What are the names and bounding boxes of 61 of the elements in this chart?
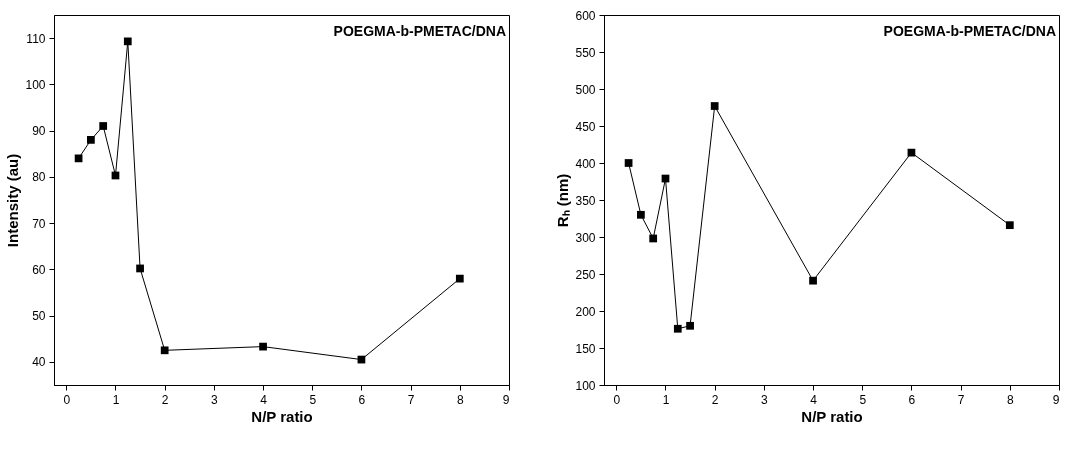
x-tick-label: 8 <box>1006 392 1014 407</box>
x-tick-label: 0 <box>63 392 71 407</box>
y-tick-label: 150 <box>575 341 596 356</box>
x-tick-label: 0 <box>613 392 621 407</box>
y-axis-title: Intensity (au) <box>4 153 22 248</box>
point <box>259 342 267 351</box>
x-tick-label: 9 <box>502 392 510 407</box>
x-tick-label: 3 <box>211 392 219 407</box>
x-tick-label: 4 <box>260 392 268 407</box>
point <box>455 274 464 283</box>
point <box>1005 221 1014 230</box>
annotation: POEGMA-b-PMETAC/DNA <box>883 23 1056 39</box>
y-tick-label: 350 <box>575 193 596 208</box>
y-tick-label: 50 <box>32 309 46 324</box>
x-tick-label: 1 <box>112 392 120 407</box>
y-tick-label: 300 <box>575 230 596 245</box>
point <box>637 210 645 219</box>
x-tick-label: 2 <box>161 392 169 407</box>
point <box>99 122 108 130</box>
point <box>686 321 694 330</box>
x-tick-label: 4 <box>810 392 818 407</box>
y-axis-title: Rₕ (nm) <box>554 173 572 228</box>
point <box>123 37 132 46</box>
y-tick-label: 90 <box>32 124 46 139</box>
y-tick-label: 100 <box>575 378 596 393</box>
y-tick-label: 500 <box>575 82 596 97</box>
x-tick-label: 2 <box>711 392 719 407</box>
x-axis-title: N/P ratio <box>801 407 863 425</box>
y-tick-label: 60 <box>32 262 46 277</box>
point <box>136 264 144 273</box>
y-tick-label: 550 <box>575 45 596 60</box>
y-tick-label: 100 <box>25 77 46 92</box>
y-tick-label: 40 <box>32 355 46 370</box>
y-tick-label: 600 <box>575 8 596 23</box>
point <box>160 346 169 355</box>
x-tick-label: 6 <box>358 392 366 407</box>
x-tick-label: 5 <box>309 392 317 407</box>
y-tick-label: 200 <box>575 304 596 319</box>
annotation: POEGMA-b-PMETAC/DNA <box>333 23 506 39</box>
point <box>710 102 719 110</box>
x-tick-label: 7 <box>957 392 965 407</box>
point <box>809 276 817 285</box>
point <box>673 324 682 333</box>
y-tick-label: 110 <box>26 31 46 46</box>
point <box>624 159 633 167</box>
x-tick-label: 3 <box>761 392 769 407</box>
x-axis-title: N/P ratio <box>251 407 313 425</box>
y-tick-label: 400 <box>575 156 596 171</box>
point <box>649 234 658 243</box>
y-tick-label: 70 <box>32 216 46 231</box>
x-tick-label: 8 <box>456 392 464 407</box>
y-tick-label: 250 <box>575 267 596 282</box>
x-tick-label: 5 <box>859 392 867 407</box>
point <box>87 136 95 144</box>
x-tick-label: 9 <box>1052 392 1060 407</box>
y-tick-label: 450 <box>575 119 596 134</box>
x-tick-label: 7 <box>407 392 415 407</box>
y-tick-label: 80 <box>32 170 46 185</box>
point <box>907 148 916 157</box>
x-tick-label: 6 <box>908 392 916 407</box>
x-tick-label: 1 <box>662 392 670 407</box>
